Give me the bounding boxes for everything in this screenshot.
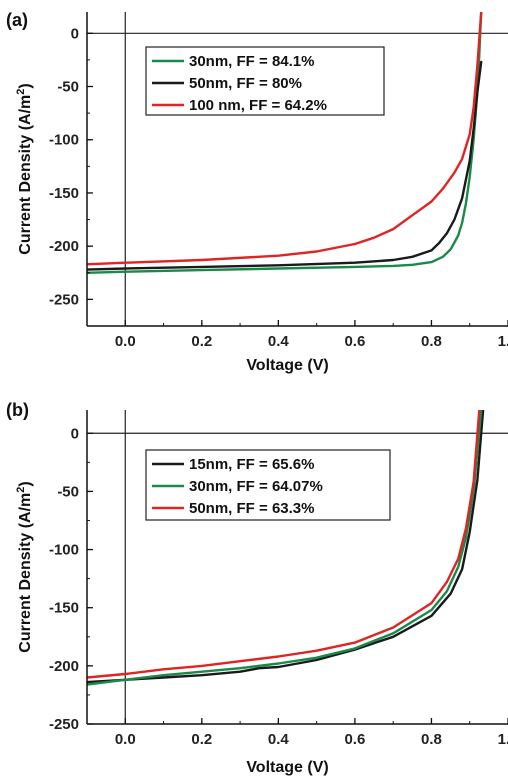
x-tick-label: 0.2 — [191, 731, 212, 748]
x-tick-label: 1.0 — [498, 731, 508, 748]
x-tick-label: 0.4 — [268, 731, 290, 748]
y-axis-title: Current Density (A/m2) — [15, 83, 34, 254]
y-axis-title-main: Current Density (A/m — [17, 95, 34, 255]
legend-entry: 100 nm, FF = 64.2% — [189, 97, 327, 114]
x-tick-label: 1.0 — [498, 333, 508, 350]
y-tick-label: 0 — [71, 25, 79, 42]
series-line-3 — [87, 410, 481, 679]
chart-panel-a: 0.0 0.2 0.4 0.6 0.8 1.0 0 -50 -100 -150 -200 -250 (a… — [6, 10, 508, 374]
legend-entry: 30nm, FF = 64.07% — [189, 478, 323, 495]
x-tick-label: 0.0 — [115, 731, 136, 748]
legend-entry: 50nm, FF = 63.3% — [189, 500, 314, 517]
y-tick-label: -50 — [57, 483, 79, 500]
y-axis-title-superscript: 2 — [15, 487, 27, 493]
y-axis-title: Current Density (A/m2) — [15, 481, 34, 652]
x-tick-label: 0.8 — [421, 333, 442, 350]
legend-box — [145, 449, 391, 521]
x-tick-label: 0.6 — [344, 731, 365, 748]
y-tick-label: -200 — [49, 658, 79, 675]
y-tick-label: -250 — [49, 291, 79, 308]
legend-entry: 30nm, FF = 84.1% — [189, 53, 314, 70]
y-tick-label: -50 — [57, 79, 79, 96]
x-tick-label: 0.2 — [191, 333, 212, 350]
y-tick-label: -100 — [49, 542, 79, 559]
y-tick-label: -150 — [49, 185, 79, 202]
y-tick-label: -150 — [49, 600, 79, 617]
legend: 15nm, FF = 65.6% 30nm, FF = 64.07% 50nm, F… — [145, 449, 391, 521]
y-tick-label: -250 — [49, 716, 79, 733]
panel-label: (a) — [6, 10, 28, 30]
legend-entry: 50nm, FF = 80% — [189, 75, 302, 92]
x-tick-label: 0.0 — [115, 333, 136, 350]
y-tick-label: -100 — [49, 132, 79, 149]
y-axis-title-superscript: 2 — [15, 89, 27, 95]
series-line-2 — [87, 410, 483, 686]
legend-box — [145, 46, 385, 116]
x-axis-title: Voltage (V) — [246, 759, 328, 776]
y-tick-label: 0 — [71, 425, 79, 442]
x-tick-label: 0.6 — [344, 333, 365, 350]
x-axis-title: Voltage (V) — [246, 357, 328, 374]
series-line-3 — [87, 12, 483, 266]
legend-entry: 15nm, FF = 65.6% — [189, 456, 314, 473]
chart-panel-b: 0.0 0.2 0.4 0.6 0.8 1.0 0 -50 -100 -150 -200 -250 (b… — [6, 400, 508, 776]
series-line-1 — [87, 410, 485, 684]
y-axis-title-end: ) — [17, 481, 34, 486]
x-tick-label: 0.8 — [421, 731, 442, 748]
series-line-2 — [87, 60, 483, 271]
y-axis-title-end: ) — [17, 83, 34, 88]
panel-label: (b) — [6, 400, 29, 420]
y-tick-label: -200 — [49, 238, 79, 255]
x-tick-label: 0.4 — [268, 333, 290, 350]
y-axis-title-main: Current Density (A/m — [17, 493, 34, 653]
legend: 30nm, FF = 84.1% 50nm, FF = 80% 100 nm, FF… — [145, 46, 385, 116]
